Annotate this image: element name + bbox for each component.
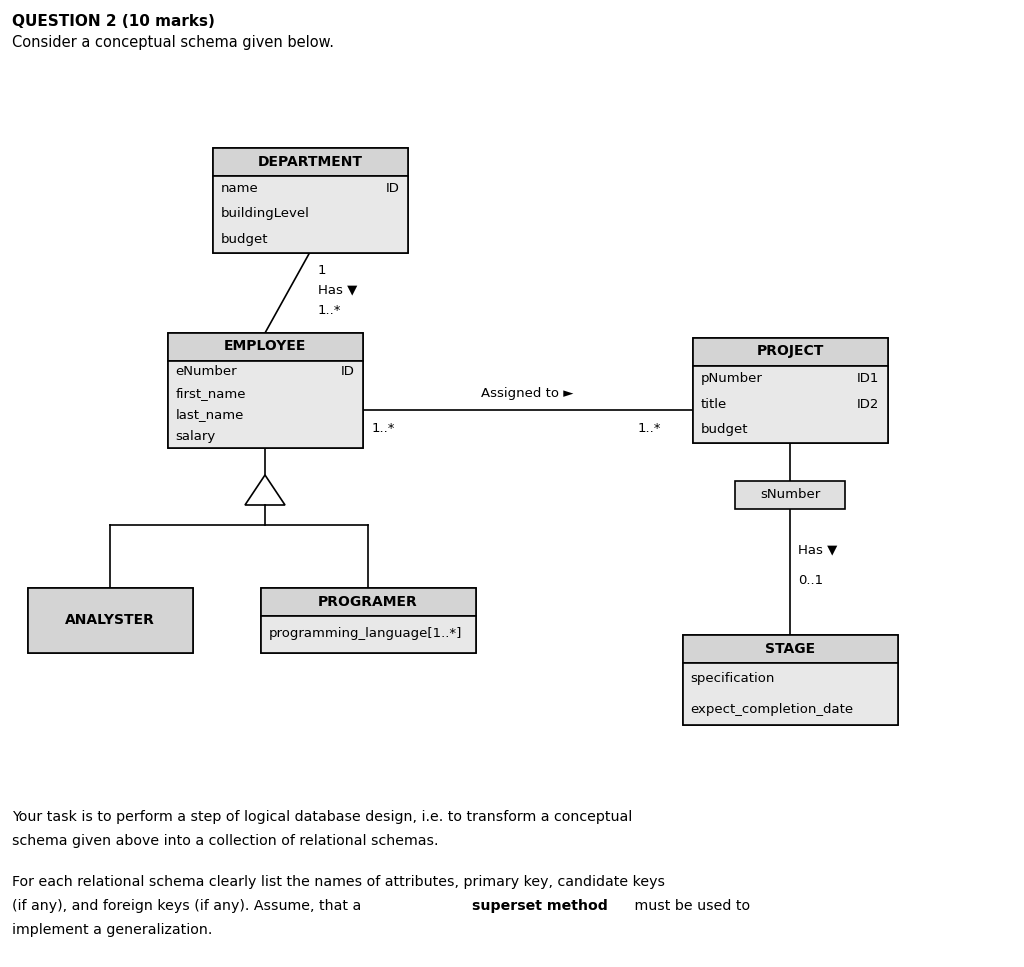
Text: superset method: superset method [472,899,608,913]
Text: Consider a conceptual schema given below.: Consider a conceptual schema given below… [12,35,334,50]
Text: (if any), and foreign keys (if any). Assume, that a: (if any), and foreign keys (if any). Ass… [12,899,366,913]
Bar [168,333,362,361]
Text: 1..*: 1..* [372,422,395,434]
Text: STAGE: STAGE [765,642,815,656]
Text: Your task is to perform a step of logical database design, i.e. to transform a c: Your task is to perform a step of logica… [12,810,632,824]
Text: pNumber: pNumber [700,372,763,385]
Bar [28,588,193,653]
Text: DEPARTMENT: DEPARTMENT [257,155,362,168]
Bar [692,337,888,443]
Text: 1..*: 1..* [318,304,341,316]
Bar [213,148,408,252]
Text: ID2: ID2 [857,397,880,411]
Bar [213,148,408,175]
Text: ID1: ID1 [857,372,880,385]
Bar [168,361,362,448]
Text: QUESTION 2 (10 marks): QUESTION 2 (10 marks) [12,14,215,29]
Text: budget: budget [700,424,748,436]
Text: first_name: first_name [175,387,246,399]
Text: expect_completion_date: expect_completion_date [690,703,854,716]
Bar [260,588,475,653]
Text: Has ▼: Has ▼ [798,543,838,556]
Text: buildingLevel: buildingLevel [220,208,309,220]
Text: ANALYSTER: ANALYSTER [66,613,155,627]
Text: schema given above into a collection of relational schemas.: schema given above into a collection of … [12,834,438,848]
Text: eNumber: eNumber [175,365,238,378]
Bar [692,366,888,443]
Text: sNumber: sNumber [760,488,820,502]
Text: Has ▼: Has ▼ [318,283,357,297]
Text: ID: ID [341,365,354,378]
Text: Assigned to ►: Assigned to ► [481,388,573,400]
Text: PROGRAMER: PROGRAMER [318,595,418,608]
Text: PROJECT: PROJECT [757,344,823,359]
Text: 1: 1 [318,263,327,277]
Text: must be used to: must be used to [630,899,751,913]
Text: last_name: last_name [175,408,244,422]
Bar [213,175,408,252]
Bar [260,616,475,653]
Text: budget: budget [220,233,268,247]
Bar [683,635,897,725]
Bar [692,337,888,366]
Text: implement a generalization.: implement a generalization. [12,923,212,937]
Text: 1..*: 1..* [638,422,662,434]
Text: 0..1: 0..1 [798,573,823,587]
Text: salary: salary [175,430,216,443]
Text: title: title [700,397,727,411]
Text: specification: specification [690,672,775,685]
Bar [735,481,845,509]
Text: name: name [220,182,258,194]
Bar [683,663,897,725]
Text: programming_language[1..*]: programming_language[1..*] [268,628,462,640]
Bar [168,333,362,448]
Text: For each relational schema clearly list the names of attributes, primary key, ca: For each relational schema clearly list … [12,875,665,889]
Bar [28,588,193,653]
Text: ID: ID [386,182,399,194]
Bar [260,588,475,616]
Bar [683,635,897,663]
Text: EMPLOYEE: EMPLOYEE [224,339,306,354]
